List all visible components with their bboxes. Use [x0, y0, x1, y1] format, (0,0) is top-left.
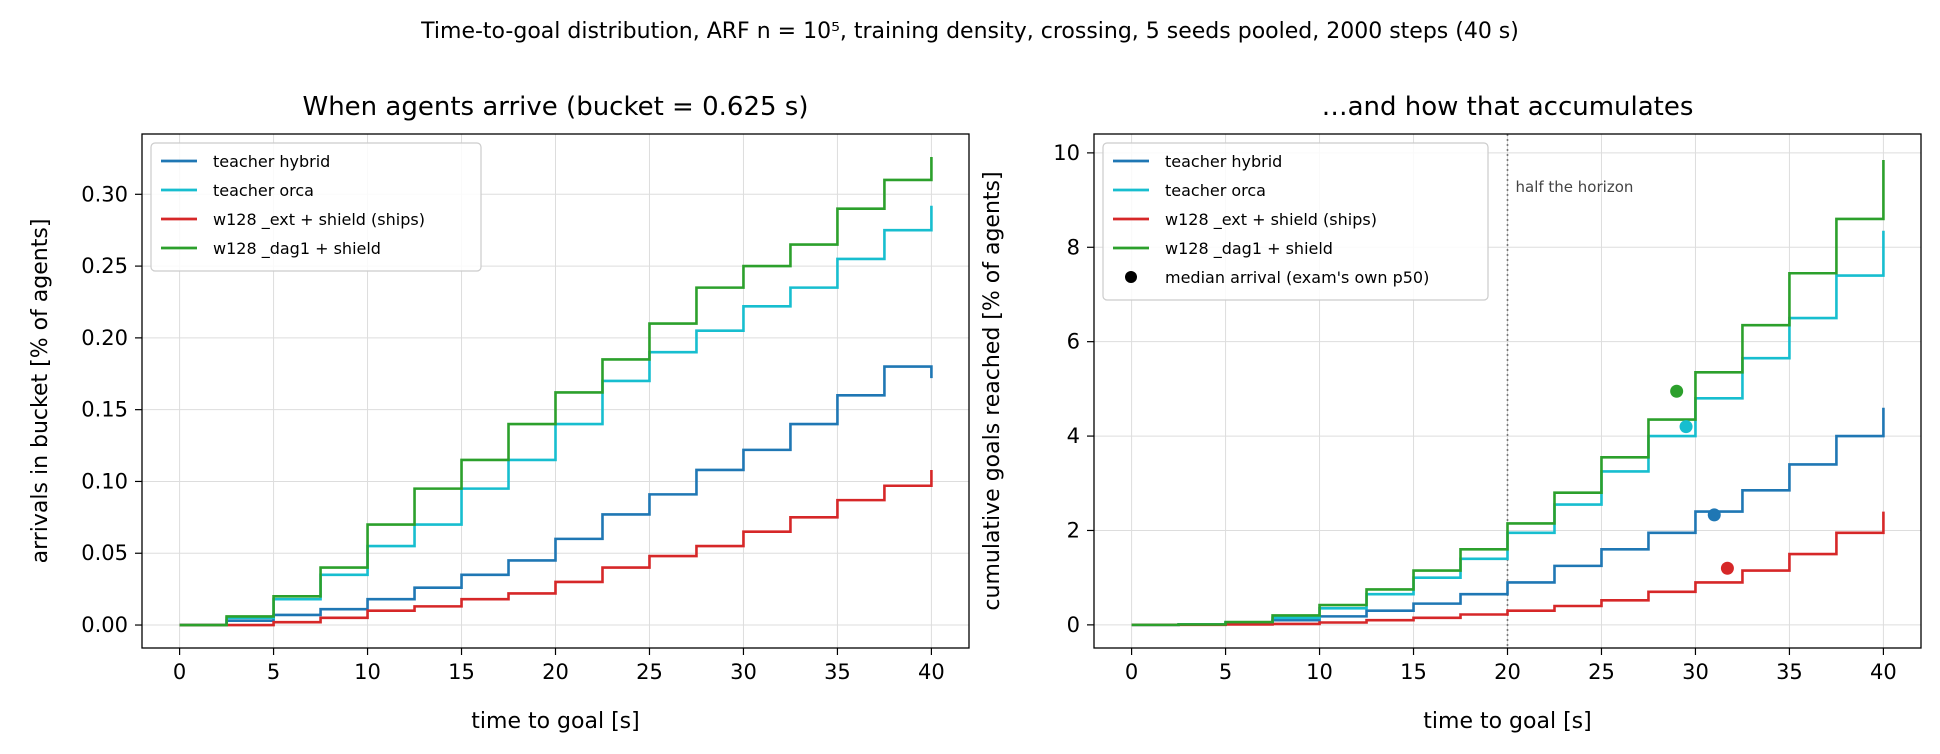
x-tick-label: 15: [1400, 660, 1427, 684]
y-tick-label: 0.25: [81, 254, 128, 278]
x-tick-label: 10: [354, 660, 381, 684]
y-axis-label: arrivals in bucket [% of agents]: [28, 219, 53, 564]
x-axis-label: time to goal [s]: [1423, 709, 1591, 734]
x-tick-label: 30: [730, 660, 757, 684]
legend-label-1: teacher orca: [1165, 181, 1266, 200]
y-tick-label: 0.00: [81, 613, 128, 637]
x-tick-label: 5: [267, 660, 280, 684]
chart-title: When agents arrive (bucket = 0.625 s): [302, 92, 808, 122]
x-tick-label: 10: [1306, 660, 1333, 684]
x-tick-label: 40: [1870, 660, 1897, 684]
x-tick-label: 15: [448, 660, 475, 684]
legend-label-2: w128 _ext + shield (ships): [1165, 210, 1377, 230]
x-tick-label: 20: [1494, 660, 1521, 684]
x-tick-label: 40: [918, 660, 945, 684]
right-chart: half the horizon 0 5 10 15 20 25 30 35 40 0 2 4 6 8 10 ……: [980, 92, 1922, 734]
annotation-label: half the horizon: [1516, 178, 1634, 196]
y-tick-label: 4: [1067, 424, 1080, 448]
x-tick-label: 35: [1776, 660, 1803, 684]
y-tick-label: 0: [1067, 613, 1080, 637]
x-tick-label: 35: [824, 660, 851, 684]
x-tick-label: 5: [1219, 660, 1232, 684]
series-line-3: [179, 156, 933, 627]
y-tick-label: 2: [1067, 518, 1080, 542]
left-chart: 0 5 10 15 20 25 30 35 40 0.00 0.05 0.10 0.15 0.20 0.25…: [28, 92, 970, 734]
legend-label-0: teacher hybrid: [1165, 152, 1282, 171]
x-tick-label: 0: [1125, 660, 1138, 684]
series-line-2: [179, 469, 933, 627]
legend-label-2: w128 _ext + shield (ships): [213, 210, 425, 230]
x-tick-label: 25: [1588, 660, 1615, 684]
legend-label-3: w128 _dag1 + shield: [1165, 239, 1333, 259]
y-tick-label: 6: [1067, 330, 1080, 354]
median-marker-2: [1720, 561, 1734, 575]
y-tick-label: 10: [1053, 141, 1080, 165]
y-tick-label: 8: [1067, 235, 1080, 259]
y-tick-label: 0.20: [81, 326, 128, 350]
chart-title: …and how that accumulates: [1322, 92, 1694, 122]
median-marker-0: [1707, 508, 1721, 522]
x-tick-label: 30: [1682, 660, 1709, 684]
legend-label-0: teacher hybrid: [213, 152, 330, 171]
y-tick-label: 0.15: [81, 398, 128, 422]
legend-swatch-4: [1125, 271, 1137, 283]
legend-box: [1102, 142, 1489, 301]
y-tick-label: 0.30: [81, 182, 128, 206]
x-axis-label: time to goal [s]: [471, 709, 639, 734]
y-axis-label: cumulative goals reached [% of agents]: [980, 171, 1005, 610]
figure-title: Time-to-goal distribution, ARF n = 10⁵, …: [420, 19, 1519, 44]
median-marker-1: [1679, 420, 1693, 434]
legend-box: [150, 142, 482, 272]
y-tick-label: 0.10: [81, 469, 128, 493]
series-line-3: [1131, 159, 1885, 627]
series-line-0: [179, 365, 933, 627]
legend-label-4: median arrival (exam's own p50): [1165, 268, 1429, 287]
series-line-2: [1131, 511, 1885, 627]
y-tick-label: 0.05: [81, 541, 128, 565]
legend-label-1: teacher orca: [213, 181, 314, 200]
x-tick-label: 25: [636, 660, 663, 684]
x-tick-label: 0: [173, 660, 186, 684]
median-marker-3: [1670, 384, 1684, 398]
legend-label-3: w128 _dag1 + shield: [213, 239, 381, 259]
x-tick-label: 20: [542, 660, 569, 684]
